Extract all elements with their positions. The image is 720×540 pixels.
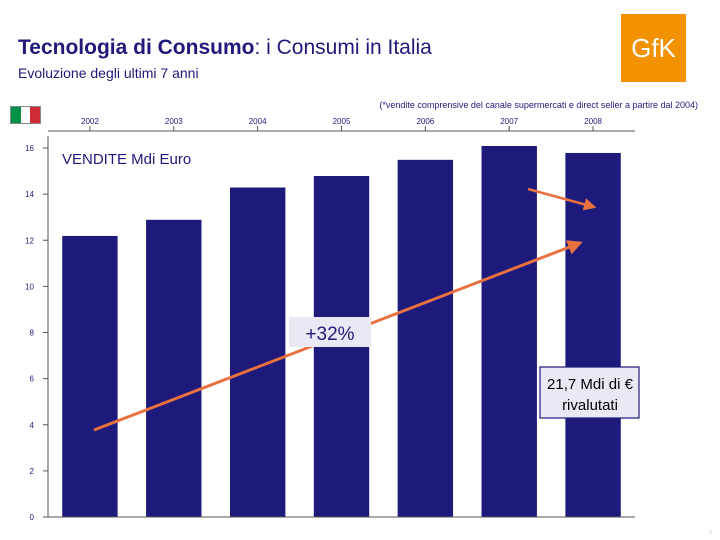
y-tick-label: 10	[25, 282, 34, 291]
bar-2004	[229, 186, 286, 518]
page-title: Tecnologia di Consumo: i Consumi in Ital…	[18, 36, 432, 59]
page-subtitle: Evoluzione degli ultimi 7 anni	[18, 65, 199, 81]
italy-flag-icon	[10, 106, 41, 124]
decline-arrow	[527, 187, 597, 211]
footnote: (*vendite comprensive del canale superme…	[379, 100, 698, 110]
x-tick-label-2007: 2007	[500, 117, 518, 126]
growth-label: +11%	[240, 190, 270, 204]
y-tick-label: 6	[30, 375, 35, 384]
y-tick-label: 16	[25, 144, 34, 153]
bar-2006	[397, 159, 454, 518]
start-value-label: 12.2	[75, 373, 104, 390]
gfk-logo: GfK	[621, 14, 686, 82]
end-value-label: 16.1	[576, 329, 605, 346]
growth-label: +3%	[321, 178, 346, 192]
bar-2002	[61, 235, 119, 518]
flag-green-stripe	[11, 107, 21, 123]
axes-layer	[43, 126, 635, 518]
total-growth-label: +32%	[305, 324, 354, 345]
x-tick-label-2002: 2002	[81, 117, 99, 126]
revalued-callout-line1: 21,7 Mdi di €	[547, 376, 634, 393]
growth-label: +6%	[161, 227, 186, 241]
chart-title: VENDITE Mdi Euro	[62, 151, 191, 168]
y-tick-label: 8	[30, 329, 35, 338]
growth-label: +5%	[406, 167, 431, 181]
growth-label: +3.8%	[489, 161, 524, 175]
page-number: 2	[709, 530, 712, 536]
x-tick-label-2005: 2005	[333, 117, 351, 126]
revalued-callout-box	[539, 366, 640, 419]
bar-2007	[480, 145, 538, 518]
x-tick-label-2003: 2003	[165, 117, 183, 126]
x-tick-label-2004: 2004	[249, 117, 267, 126]
bars-layer	[61, 145, 622, 518]
y-tick-label: 4	[30, 421, 35, 430]
bar-2008	[564, 152, 622, 518]
labels-layer: 0 2 4 6 8 10 12 14 16 2002 2003 2004 2005 2006 2007 200…	[25, 117, 640, 522]
revalued-callout-line2: rivalutati	[562, 397, 618, 414]
flag-white-stripe	[20, 107, 31, 123]
bar-2003	[145, 219, 203, 518]
y-tick-label: 2	[30, 467, 35, 476]
flag-red-stripe	[30, 107, 41, 123]
y-tick-label: 0	[30, 513, 35, 522]
x-tick-label-2008: 2008	[584, 117, 602, 126]
growth-label: -1.9%	[582, 162, 619, 178]
y-tick-label: 14	[25, 190, 34, 199]
total-growth-box	[289, 317, 371, 347]
x-tick-label-2006: 2006	[416, 117, 434, 126]
y-tick-label: 12	[25, 236, 34, 245]
